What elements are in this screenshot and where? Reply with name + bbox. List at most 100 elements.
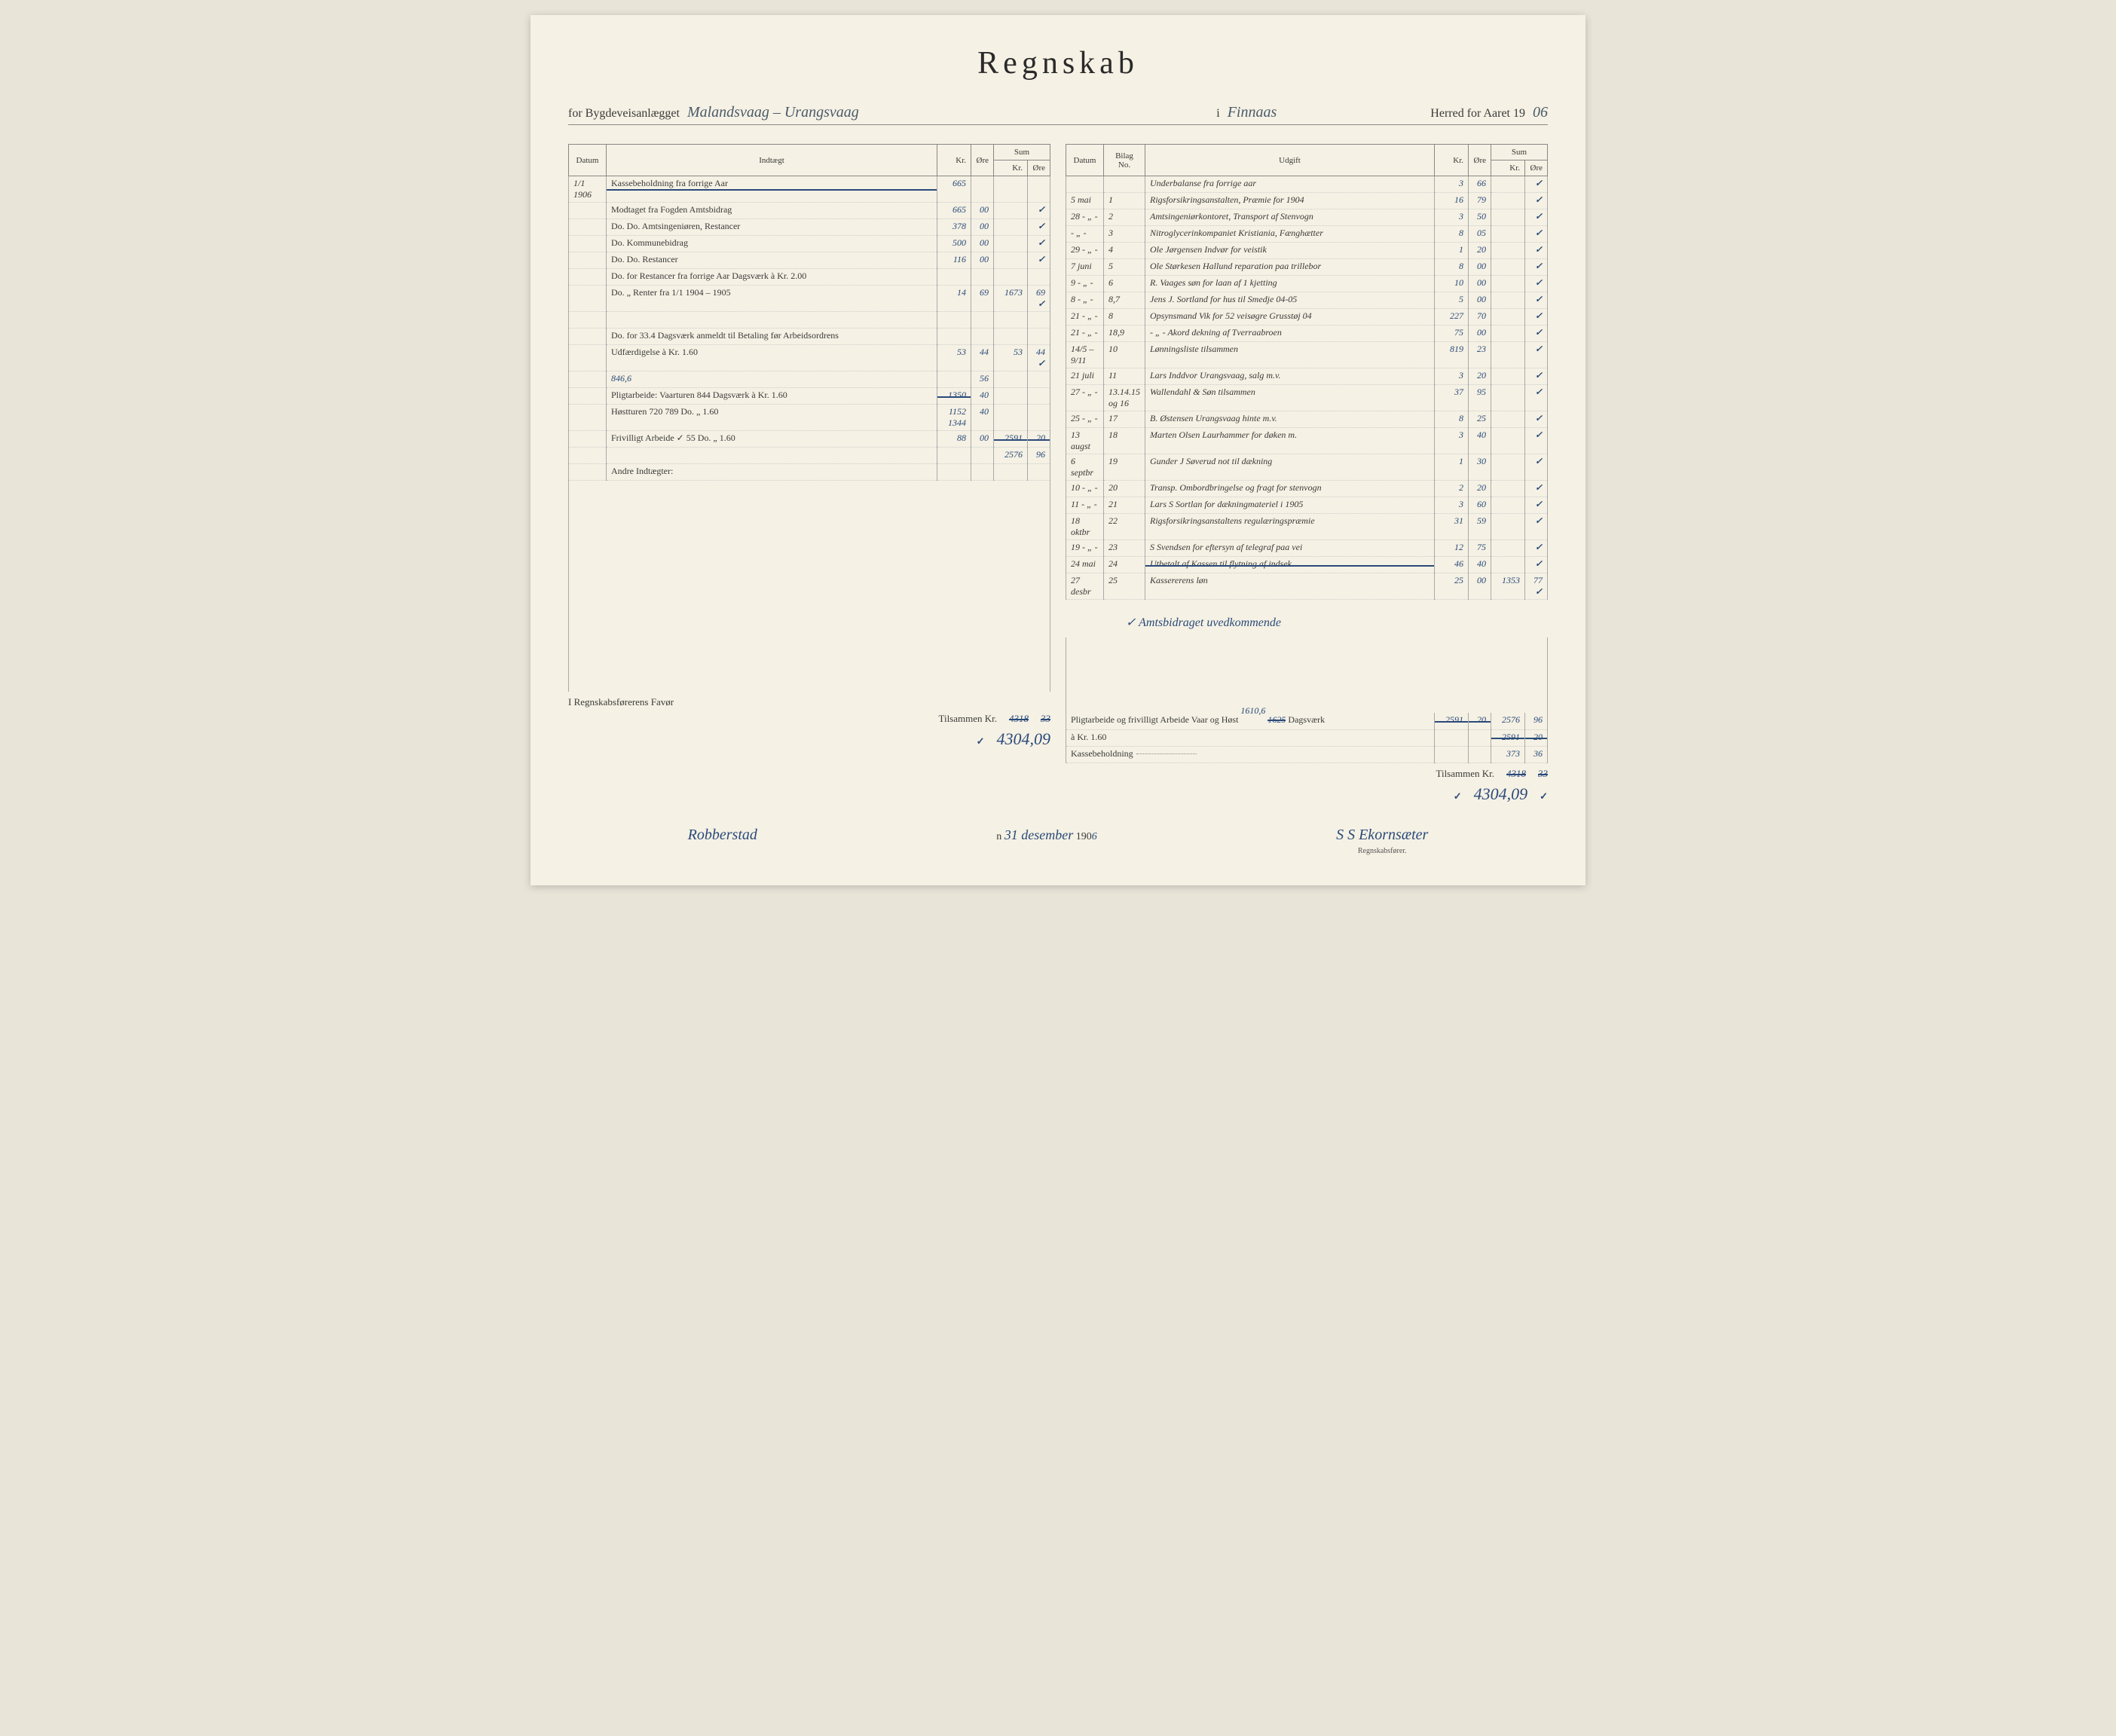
grand-total-right: 4304,09 <box>1474 784 1528 804</box>
table-row: - „ -3Nitroglycerinkompaniet Kristiania,… <box>1066 226 1548 243</box>
road-name: Malandsvaag – Urangsvaag <box>687 104 1209 121</box>
cell-sumkr <box>1491 557 1525 573</box>
cell-date <box>569 448 607 464</box>
cell-bilag: 23 <box>1104 540 1145 557</box>
cell-sumkr <box>1491 292 1525 309</box>
table-row: 846,656 <box>569 371 1050 388</box>
cell-bilag: 18,9 <box>1104 326 1145 342</box>
tilsammen-ore-r: 33 <box>1538 768 1548 780</box>
cell-desc: Udfærdigelse à Kr. 1.60 <box>607 345 937 371</box>
cell-desc: 846,6 <box>607 371 937 388</box>
cell-desc: Pligtarbeide: Vaarturen 844 Dagsværk à K… <box>607 388 937 405</box>
cell-date: 21 juli <box>1066 368 1104 385</box>
cell-kr: 1 <box>1435 243 1469 259</box>
cell-bilag: 25 <box>1104 573 1145 600</box>
cell-date: 21 - „ - <box>1066 309 1104 326</box>
cell-sumkr <box>1491 497 1525 514</box>
table-row: 6 septbr19Gunder J Søverud not til dækni… <box>1066 454 1548 481</box>
table-row: 7 juni5Ole Størkesen Hallund reparation … <box>1066 259 1548 276</box>
cell-date <box>569 312 607 329</box>
table-row: Underbalanse fra forrige aar366 ✓ <box>1066 176 1548 193</box>
cell-sumore <box>1028 388 1050 405</box>
header-prefix1: for Bygdeveisanlægget <box>568 107 680 121</box>
table-row: Pligtarbeide: Vaarturen 844 Dagsværk à K… <box>569 388 1050 405</box>
pligt-hand: 1610,6 <box>1240 705 1265 716</box>
kasse-ore: 36 <box>1525 746 1548 763</box>
favor-label: I Regnskabsførerens Favør <box>568 696 674 708</box>
cell-date <box>569 431 607 448</box>
cell-sumkr <box>1491 176 1525 193</box>
cell-ore: 25 <box>1469 411 1491 428</box>
cell-sumore: ✓ <box>1525 276 1548 292</box>
cell-sumkr <box>994 405 1028 431</box>
col-ore-r: Øre <box>1469 145 1491 176</box>
cell-desc: Lars Inddvor Urangsvaag, salg m.v. <box>1145 368 1435 385</box>
table-row: 9 - „ -6R. Vaages søn for laan af 1 kjet… <box>1066 276 1548 292</box>
cell-kr: 1152 1344 <box>937 405 971 431</box>
col-indtaegt: Indtægt <box>607 145 937 176</box>
col-kr: Kr. <box>937 145 971 176</box>
cell-kr: 12 <box>1435 540 1469 557</box>
cell-kr: 14 <box>937 286 971 312</box>
cell-desc: Lønningsliste tilsammen <box>1145 342 1435 368</box>
cell-sumkr <box>994 236 1028 252</box>
district: Finnaas <box>1228 104 1423 121</box>
table-row: 5 mai1Rigsforsikringsanstalten, Præmie f… <box>1066 193 1548 209</box>
cell-sumkr <box>1491 309 1525 326</box>
left-grand-total: ✓ 4304,09 <box>568 729 1050 749</box>
cell-date: 18 oktbr <box>1066 514 1104 540</box>
cell-sumore: ✓ <box>1525 514 1548 540</box>
table-row: Do. for Restancer fra forrige Aar Dagsvæ… <box>569 269 1050 286</box>
cell-desc: Kassererens løn <box>1145 573 1435 600</box>
cell-ore: 40 <box>1469 557 1491 573</box>
cell-sumkr <box>994 269 1028 286</box>
check-icon: ✓ <box>1535 211 1543 222</box>
cell-sumkr <box>994 329 1028 345</box>
cell-kr: 31 <box>1435 514 1469 540</box>
cell-date <box>569 405 607 431</box>
check-icon: ✓ <box>1038 237 1045 248</box>
cell-sumore: ✓ <box>1525 209 1548 226</box>
check-icon: ✓ <box>1038 358 1045 368</box>
cell-kr: 8 <box>1435 259 1469 276</box>
cell-sumore <box>1028 464 1050 481</box>
cell-kr: 10 <box>1435 276 1469 292</box>
cell-kr: 8 <box>1435 411 1469 428</box>
check-icon: ✓ <box>1535 178 1543 188</box>
cell-date <box>569 252 607 269</box>
cell-sumore: 96 <box>1028 448 1050 464</box>
table-row: 28 - „ -2Amtsingeniørkontoret, Transport… <box>1066 209 1548 226</box>
col-sum: Sum <box>994 145 1050 160</box>
cell-bilag: 22 <box>1104 514 1145 540</box>
cell-sumore: ✓ <box>1525 193 1548 209</box>
cell-date <box>569 464 607 481</box>
check-icon: ✓ <box>1038 221 1045 231</box>
cell-bilag: 5 <box>1104 259 1145 276</box>
kasse-kr: 373 <box>1491 746 1525 763</box>
check-icon: ✓ <box>1535 542 1543 552</box>
col-sumore: Øre <box>1028 160 1050 176</box>
cell-desc: Gunder J Søverud not til dækning <box>1145 454 1435 481</box>
cell-kr: 2 <box>1435 481 1469 497</box>
cell-sumkr <box>1491 209 1525 226</box>
check-icon: ✓ <box>1038 254 1045 264</box>
table-row: 1/1 1906Kassebeholdning fra forrige Aar6… <box>569 176 1050 203</box>
cell-date <box>569 286 607 312</box>
cell-desc: Kassebeholdning fra forrige Aar <box>607 176 937 203</box>
rate-label: à Kr. 1.60 <box>1066 729 1435 746</box>
check-icon: ✓ <box>1535 370 1543 381</box>
cell-ore <box>971 269 994 286</box>
cell-desc: Wallendahl & Søn tilsammen <box>1145 385 1435 411</box>
table-row <box>569 312 1050 329</box>
sig-name: S S Ekornsæter <box>1336 827 1428 843</box>
cell-bilag: 21 <box>1104 497 1145 514</box>
table-row: 21 - „ -8Opsynsmand Vik for 52 veisøgre … <box>1066 309 1548 326</box>
cell-kr: 227 <box>1435 309 1469 326</box>
cell-sumore: 69 ✓ <box>1028 286 1050 312</box>
cell-desc <box>607 312 937 329</box>
check-icon-r: ✓ <box>1454 790 1462 802</box>
cell-sumore: ✓ <box>1525 342 1548 368</box>
cell-desc: R. Vaages søn for laan af 1 kjetting <box>1145 276 1435 292</box>
cell-ore: 30 <box>1469 454 1491 481</box>
cell-date: 13 augst <box>1066 428 1104 454</box>
